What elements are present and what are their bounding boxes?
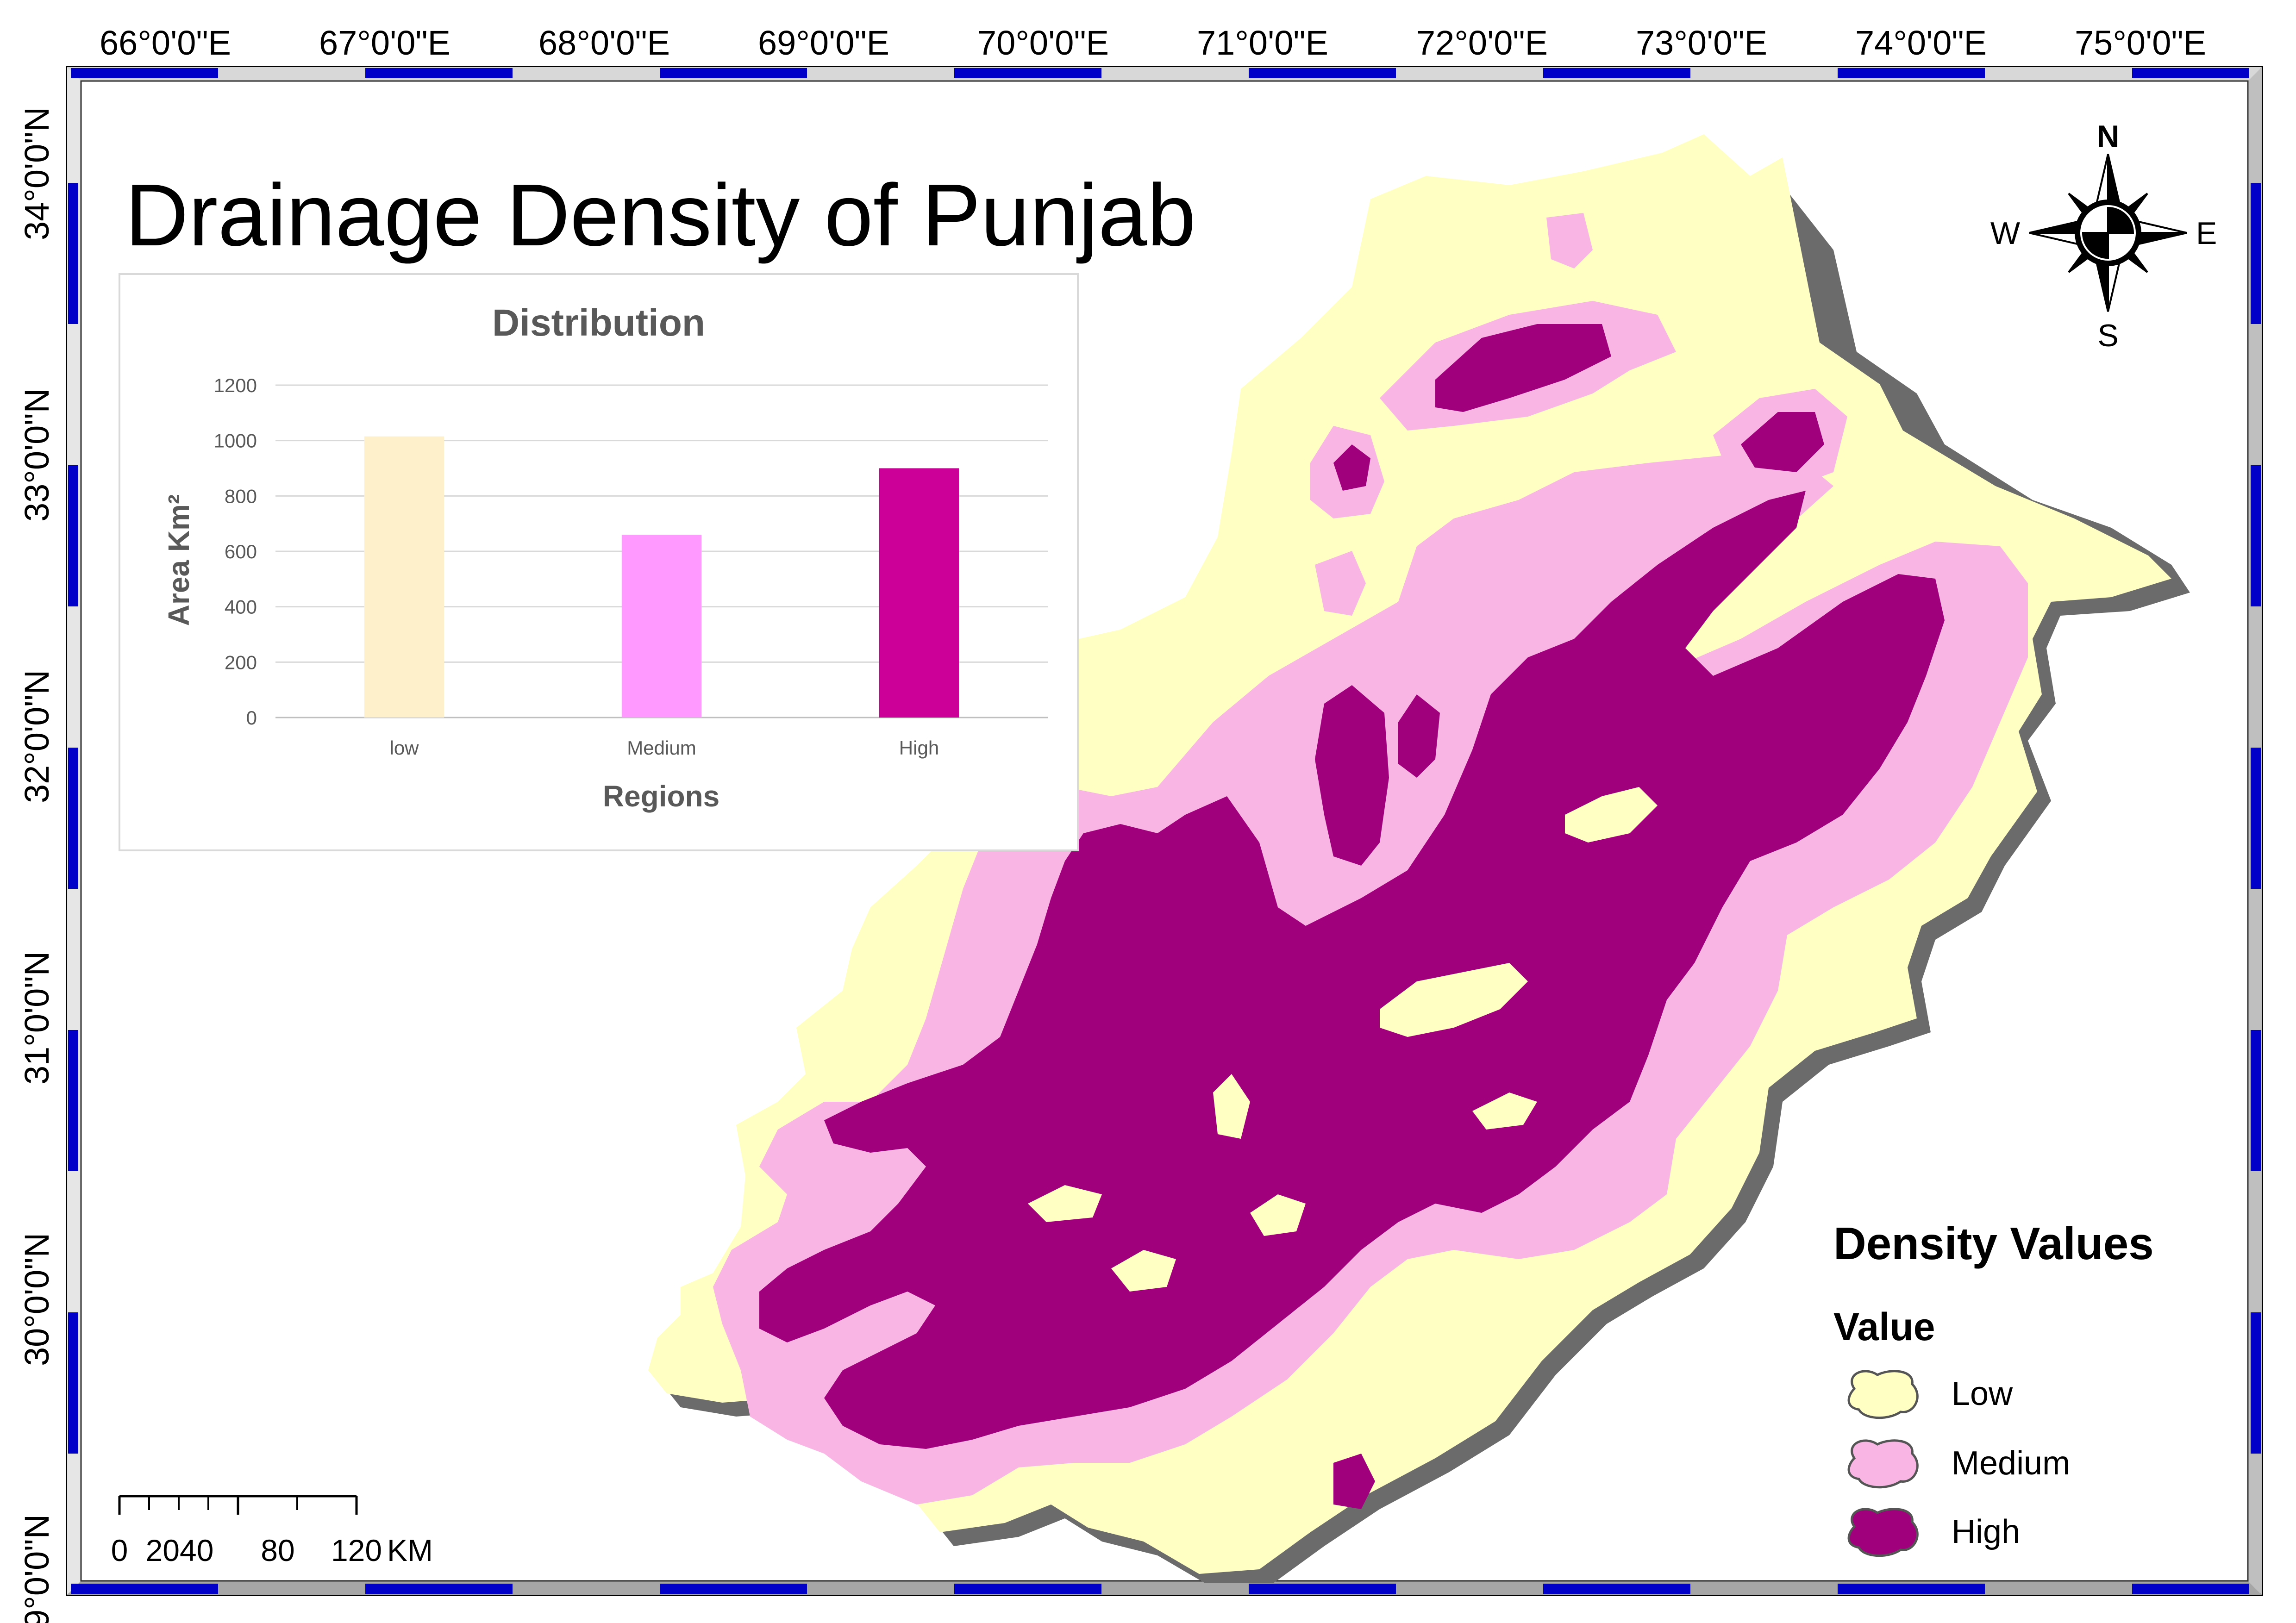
frame-tick-top <box>71 68 218 78</box>
longitude-labels: 66°0'0"E 67°0'0"E 68°0'0"E 69°0'0"E 70°0'0"E… <box>100 24 2206 62</box>
frame-tick-left <box>68 183 78 324</box>
chart-bar-medium <box>621 535 702 718</box>
legend-label-high: High <box>1952 1513 2020 1550</box>
latitude-label: 30°0'0"N <box>18 1233 56 1366</box>
compass-north-label: N <box>2096 119 2119 154</box>
legend-swatch-low <box>1847 1370 1919 1419</box>
frame-tick-left <box>68 748 78 889</box>
chart-x-axis-title: Regions <box>603 780 719 813</box>
latitude-label: 34°0'0"N <box>18 107 56 240</box>
compass-east-label: E <box>2196 216 2217 251</box>
frame-tick-top <box>1543 68 1690 78</box>
frame-tick-left <box>68 465 78 606</box>
compass-west-label: W <box>1990 216 2020 251</box>
chart-x-tick-label: High <box>899 737 939 759</box>
frame-tick-right <box>2251 465 2261 606</box>
longitude-label: 69°0'0"E <box>758 24 889 62</box>
legend-item-low: Low <box>1847 1370 2013 1419</box>
compass-south-label: S <box>2097 318 2118 353</box>
chart-bar-low <box>364 436 444 718</box>
frame-tick-top <box>1249 68 1396 78</box>
scale-label-80: 80 <box>261 1533 294 1567</box>
frame-tick-bottom <box>660 1584 807 1594</box>
scale-label-20-40: 2040 <box>146 1533 214 1567</box>
chart-y-tick-label: 600 <box>225 541 257 562</box>
frame-graticule-ticks <box>68 68 2261 1594</box>
chart-y-axis-title: Area Km² <box>162 494 195 626</box>
frame-tick-bottom <box>954 1584 1101 1594</box>
latitude-labels: 34°0'0"N 33°0'0"N 32°0'0"N 31°0'0"N 30°0'0"N… <box>18 107 56 1623</box>
longitude-label: 71°0'0"E <box>1197 24 1328 62</box>
legend-label-medium: Medium <box>1952 1445 2070 1482</box>
longitude-label: 73°0'0"E <box>1636 24 1767 62</box>
scale-unit: KM <box>387 1533 433 1567</box>
frame-tick-top <box>2132 68 2249 78</box>
frame-tick-top <box>365 68 513 78</box>
legend-label-low: Low <box>1952 1375 2013 1412</box>
longitude-label: 72°0'0"E <box>1416 24 1548 62</box>
chart-y-tick-labels: 0 200 400 600 800 1000 1200 <box>214 375 257 729</box>
distribution-chart: Distribution 0 200 400 600 800 1000 1200 low Me… <box>119 273 1079 851</box>
punjab-drainage-map <box>648 134 2190 1583</box>
chart-x-tick-labels: low Medium High <box>389 737 939 759</box>
chart-y-tick-label: 800 <box>225 485 257 507</box>
frame-tick-top <box>660 68 807 78</box>
latitude-label: 32°0'0"N <box>18 670 56 803</box>
chart-title: Distribution <box>492 302 705 344</box>
longitude-label: 70°0'0"E <box>977 24 1109 62</box>
low-density-islands <box>1028 787 1658 1222</box>
longitude-label: 68°0'0"E <box>538 24 670 62</box>
longitude-label: 67°0'0"E <box>319 24 450 62</box>
legend-item-high: High <box>1847 1508 2020 1557</box>
low-density-patches <box>1111 1194 1306 1292</box>
frame-tick-right <box>2251 1312 2261 1454</box>
frame-tick-right <box>2251 1030 2261 1171</box>
chart-bars <box>364 436 959 718</box>
legend-heading: Density Values <box>1833 1218 2154 1269</box>
frame-tick-bottom <box>2132 1584 2249 1594</box>
latitude-label: 29°0'0"N <box>18 1514 56 1623</box>
chart-x-tick-label: low <box>389 737 419 759</box>
frame-tick-bottom <box>1543 1584 1690 1594</box>
longitude-label: 74°0'0"E <box>1855 24 1987 62</box>
frame-tick-right <box>2251 748 2261 889</box>
longitude-label: 66°0'0"E <box>100 24 231 62</box>
scale-label-120: 120 <box>331 1533 382 1567</box>
frame-tick-bottom <box>365 1584 513 1594</box>
legend: Density Values Value Low Medium High <box>1833 1218 2154 1557</box>
frame-tick-bottom <box>1249 1584 1396 1594</box>
chart-y-tick-label: 400 <box>225 596 257 618</box>
frame-tick-top <box>1838 68 1985 78</box>
chart-y-tick-label: 200 <box>225 651 257 673</box>
chart-y-tick-label: 1200 <box>214 375 257 396</box>
frame-tick-left <box>68 1030 78 1171</box>
legend-subheading: Value <box>1833 1305 1935 1348</box>
latitude-label: 33°0'0"N <box>18 388 56 522</box>
latitude-label: 31°0'0"N <box>18 951 56 1085</box>
longitude-label: 75°0'0"E <box>2075 24 2206 62</box>
frame-tick-top <box>954 68 1101 78</box>
north-arrow-compass: N S E W <box>1990 119 2217 353</box>
frame-tick-bottom <box>1838 1584 1985 1594</box>
legend-swatch-medium <box>1847 1439 1919 1489</box>
scale-label-0: 0 <box>111 1533 128 1567</box>
chart-y-tick-label: 1000 <box>214 430 257 452</box>
chart-x-tick-label: Medium <box>627 737 696 759</box>
chart-bar-high <box>879 468 959 718</box>
frame-tick-bottom <box>71 1584 218 1594</box>
chart-y-tick-label: 0 <box>246 707 257 729</box>
map-title: Drainage Density of Punjab <box>125 166 1196 264</box>
legend-item-medium: Medium <box>1847 1439 2070 1489</box>
scale-bar: 0 2040 80 120 KM <box>111 1495 433 1567</box>
legend-swatch-high <box>1847 1508 1919 1557</box>
compass-star <box>2029 154 2187 312</box>
frame-tick-left <box>68 1312 78 1454</box>
frame-tick-right <box>2251 183 2261 324</box>
